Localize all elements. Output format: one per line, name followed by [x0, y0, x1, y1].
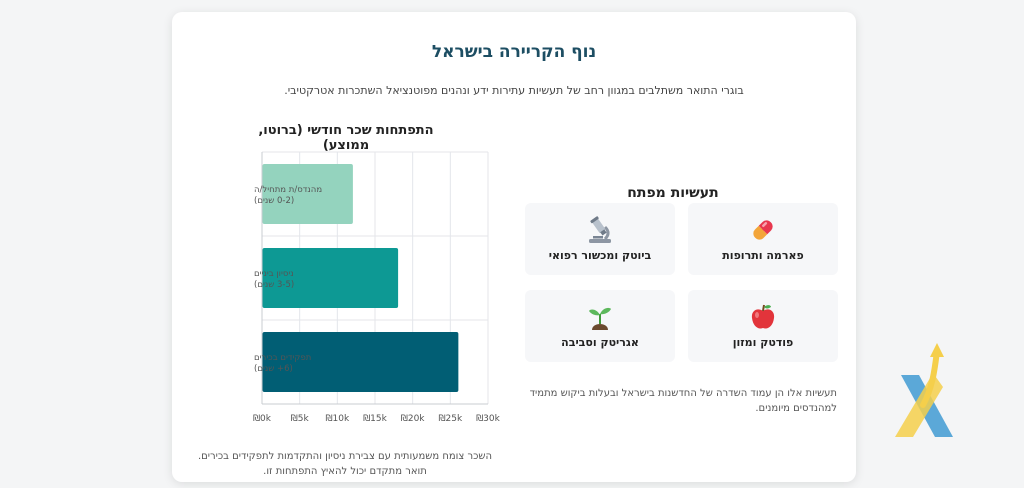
apple-icon: [688, 302, 838, 330]
y-category-label: (6+ שנים): [254, 364, 293, 374]
industry-label: אגריטק וסביבה: [561, 336, 639, 349]
page-title: נוף הקריירה בישראל: [431, 42, 597, 62]
x-tick-label: ₪30k: [476, 414, 501, 424]
y-category-label: (3-5 שנים): [254, 280, 294, 290]
industries-title: תעשיות מפתח: [627, 185, 719, 201]
industry-tile-agritech: אגריטק וסביבה: [525, 290, 675, 362]
industry-tile-pharma: פארמה ותרופות: [688, 203, 838, 275]
chart-caption: השכר צומח משמעותית עם צבירת ניסיון והתקד…: [197, 451, 493, 477]
bar: [262, 248, 399, 308]
bar: [262, 164, 353, 224]
y-category-label: ניסיון ביניים: [254, 269, 294, 279]
page-subtitle: בוגרי התואר משתלבים במגוון רחב של תעשיות…: [284, 84, 744, 97]
y-category-label: מהנדס/ת מתחיל/ה: [254, 185, 322, 195]
industry-label: פודטק ומזון: [732, 336, 794, 349]
microscope-icon: [525, 215, 675, 243]
x-tick-label: ₪25k: [438, 414, 463, 424]
seedling-icon: [525, 302, 675, 330]
industry-label: ביוטק ומכשור רפואי: [548, 249, 652, 262]
y-category-label: (0-2 שנים): [254, 196, 294, 206]
industry-tile-biotech: ביוטק ומכשור רפואי: [525, 203, 675, 275]
bar: [262, 332, 459, 392]
x-tick-label: ₪0k: [253, 414, 272, 424]
pill-icon: [688, 215, 838, 243]
x-tick-label: ₪15k: [363, 414, 388, 424]
industry-tile-foodtech: פודטק ומזון: [688, 290, 838, 362]
x-tick-label: ₪5k: [291, 414, 310, 424]
y-category-label: תפקידים בכירים: [254, 353, 311, 363]
x-tick-label: ₪20k: [401, 414, 426, 424]
career-landscape-card: נוף הקריירה בישראל בוגרי התואר משתלבים ב…: [172, 12, 856, 482]
x-tick-label: ₪10k: [325, 414, 350, 424]
chart-title: התפתחות שכר חודשי (ברוטו, ממוצע): [258, 123, 434, 153]
industry-label: פארמה ותרופות: [722, 249, 804, 262]
industries-note: תעשיות אלו הן עמוד השדרה של החדשנות בישר…: [529, 388, 837, 414]
brand-logo-icon: [895, 343, 953, 437]
salary-bar-chart: ₪0k ₪5k ₪10k ₪15k ₪20k ₪25k ₪30k מהנדס/ת מתחיל/…: [253, 151, 501, 424]
